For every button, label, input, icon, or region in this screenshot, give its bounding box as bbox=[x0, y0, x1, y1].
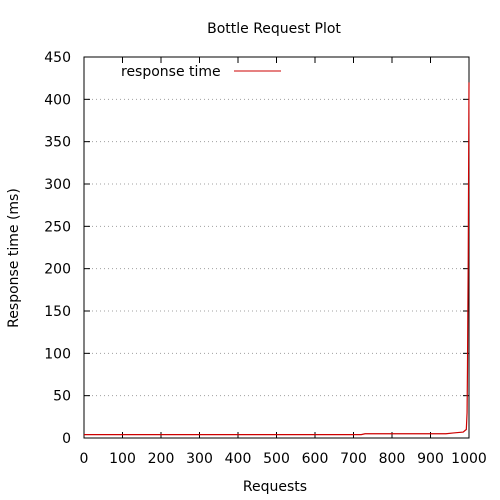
x-axis-label: Requests bbox=[243, 479, 307, 495]
x-tick-label: 600 bbox=[302, 451, 329, 467]
x-tick-label: 1000 bbox=[451, 451, 487, 467]
y-tick-label: 350 bbox=[44, 135, 71, 151]
axis-ticks: 0 50 100 150 200 250 300 350 400 450 0 100 200 300 400… bbox=[44, 50, 487, 467]
chart-title: Bottle Request Plot bbox=[207, 21, 341, 37]
y-tick-label: 450 bbox=[44, 50, 71, 66]
y-tick-label: 200 bbox=[44, 262, 71, 278]
legend: response time bbox=[121, 64, 281, 80]
y-tick-label: 150 bbox=[44, 304, 71, 320]
y-tick-label: 0 bbox=[62, 431, 71, 447]
y-tick-label: 50 bbox=[53, 389, 71, 405]
series-line-response-time bbox=[84, 82, 470, 436]
x-tick-label: 500 bbox=[263, 451, 290, 467]
y-tick-label: 250 bbox=[44, 219, 71, 235]
x-tick-label: 700 bbox=[340, 451, 367, 467]
grid-lines bbox=[84, 98, 469, 397]
y-axis-label: Response time (ms) bbox=[6, 188, 22, 328]
series-layer bbox=[84, 82, 470, 436]
legend-label: response time bbox=[121, 64, 221, 80]
x-tick-label: 200 bbox=[148, 451, 175, 467]
x-tick-label: 800 bbox=[379, 451, 406, 467]
x-tick-label: 100 bbox=[109, 451, 136, 467]
x-tick-label: 400 bbox=[225, 451, 252, 467]
plot-frame bbox=[83, 56, 470, 439]
y-tick-label: 400 bbox=[44, 92, 71, 108]
x-tick-label: 900 bbox=[417, 451, 444, 467]
x-tick-label: 300 bbox=[186, 451, 213, 467]
y-tick-label: 300 bbox=[44, 177, 71, 193]
x-tick-label: 0 bbox=[80, 451, 89, 467]
y-tick-label: 100 bbox=[44, 346, 71, 362]
